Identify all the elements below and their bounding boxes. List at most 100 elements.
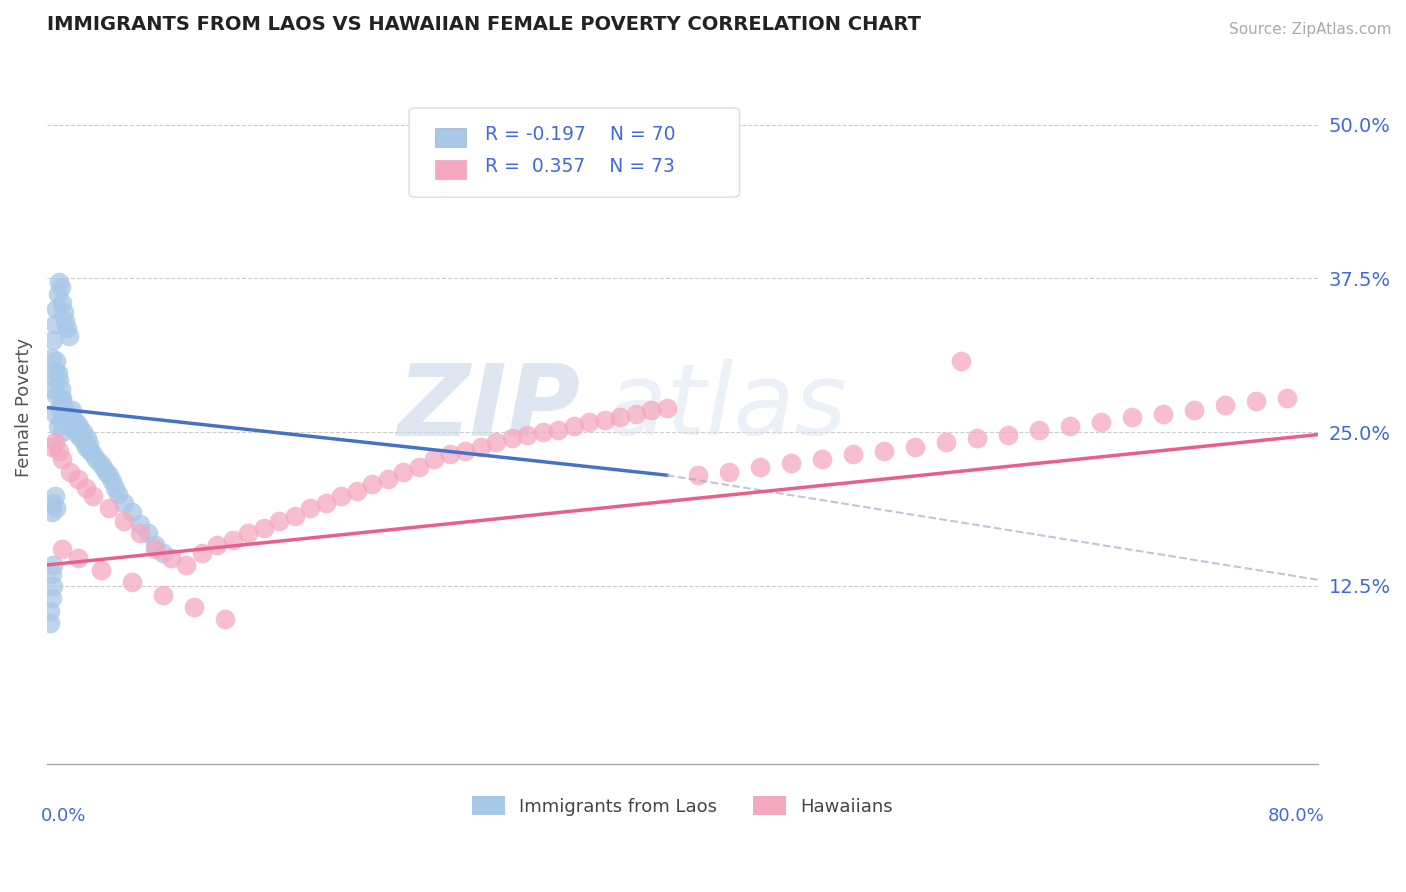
Text: R = -0.197    N = 70: R = -0.197 N = 70: [485, 125, 676, 144]
Point: [145, 538, 167, 552]
Point: [470, 440, 492, 454]
Point: [66, 550, 89, 565]
Point: [58, 329, 80, 343]
Point: [222, 533, 245, 548]
Legend: Immigrants from Laos, Hawaiians: Immigrants from Laos, Hawaiians: [465, 789, 900, 823]
Point: [76, 431, 98, 445]
Point: [121, 575, 143, 590]
Point: [183, 599, 205, 614]
Point: [160, 550, 183, 565]
Point: [41, 351, 63, 366]
Point: [361, 476, 384, 491]
Point: [97, 501, 120, 516]
Point: [41, 566, 63, 581]
Point: [41, 382, 63, 396]
Point: [748, 459, 770, 474]
Point: [128, 517, 150, 532]
Point: [101, 475, 124, 489]
Point: [935, 435, 957, 450]
Point: [82, 489, 104, 503]
Point: [51, 425, 73, 439]
Point: [72, 425, 94, 439]
Text: R =  0.357    N = 73: R = 0.357 N = 73: [485, 157, 675, 176]
Point: [1244, 394, 1267, 409]
Point: [51, 541, 73, 556]
Point: [90, 563, 112, 577]
Point: [873, 443, 896, 458]
Point: [516, 427, 538, 442]
Point: [1152, 407, 1174, 421]
Point: [104, 481, 127, 495]
Point: [77, 437, 100, 451]
Point: [73, 435, 96, 450]
Point: [609, 410, 631, 425]
Point: [55, 401, 77, 415]
Point: [1090, 415, 1112, 429]
Point: [66, 472, 89, 486]
Point: [330, 489, 353, 503]
Point: [1213, 398, 1236, 412]
Point: [1059, 419, 1081, 434]
Point: [238, 526, 260, 541]
Point: [346, 484, 368, 499]
Point: [48, 401, 70, 415]
Point: [45, 302, 67, 317]
Point: [75, 481, 97, 495]
Point: [59, 419, 82, 434]
Point: [63, 423, 86, 437]
Point: [136, 526, 159, 541]
Point: [42, 558, 65, 572]
Point: [152, 546, 174, 560]
Point: [253, 521, 276, 535]
Point: [67, 419, 90, 434]
Point: [501, 431, 523, 445]
Point: [44, 435, 66, 450]
Point: [1182, 403, 1205, 417]
Text: ZIP: ZIP: [398, 359, 581, 456]
Point: [48, 275, 70, 289]
Point: [1028, 423, 1050, 437]
Point: [49, 280, 72, 294]
Text: 80.0%: 80.0%: [1267, 807, 1324, 825]
Point: [966, 431, 988, 445]
Point: [44, 407, 66, 421]
Point: [41, 440, 63, 454]
Point: [640, 403, 662, 417]
Point: [42, 496, 65, 510]
Text: atlas: atlas: [606, 359, 848, 456]
Point: [299, 501, 322, 516]
Point: [82, 447, 104, 461]
Point: [904, 440, 927, 454]
Point: [1275, 391, 1298, 405]
Point: [86, 452, 108, 467]
Point: [145, 541, 167, 556]
Point: [51, 394, 73, 409]
Point: [717, 465, 740, 479]
Point: [779, 456, 801, 470]
Point: [439, 447, 461, 461]
FancyBboxPatch shape: [434, 128, 467, 147]
Point: [97, 468, 120, 483]
Text: IMMIGRANTS FROM LAOS VS HAWAIIAN FEMALE POVERTY CORRELATION CHART: IMMIGRANTS FROM LAOS VS HAWAIIAN FEMALE …: [46, 15, 921, 34]
Point: [65, 415, 87, 429]
Point: [578, 415, 600, 429]
Point: [49, 413, 72, 427]
Point: [269, 514, 291, 528]
Point: [45, 388, 67, 402]
Point: [44, 364, 66, 378]
Point: [75, 440, 97, 454]
Point: [91, 459, 114, 474]
Point: [624, 407, 647, 421]
Point: [46, 287, 69, 301]
Point: [112, 514, 135, 528]
Point: [377, 472, 399, 486]
Point: [42, 579, 65, 593]
FancyBboxPatch shape: [434, 160, 467, 179]
Point: [547, 423, 569, 437]
Point: [811, 452, 834, 467]
Point: [59, 465, 82, 479]
Point: [46, 419, 69, 434]
Point: [58, 410, 80, 425]
Point: [950, 353, 973, 368]
Y-axis label: Female Poverty: Female Poverty: [15, 338, 32, 477]
